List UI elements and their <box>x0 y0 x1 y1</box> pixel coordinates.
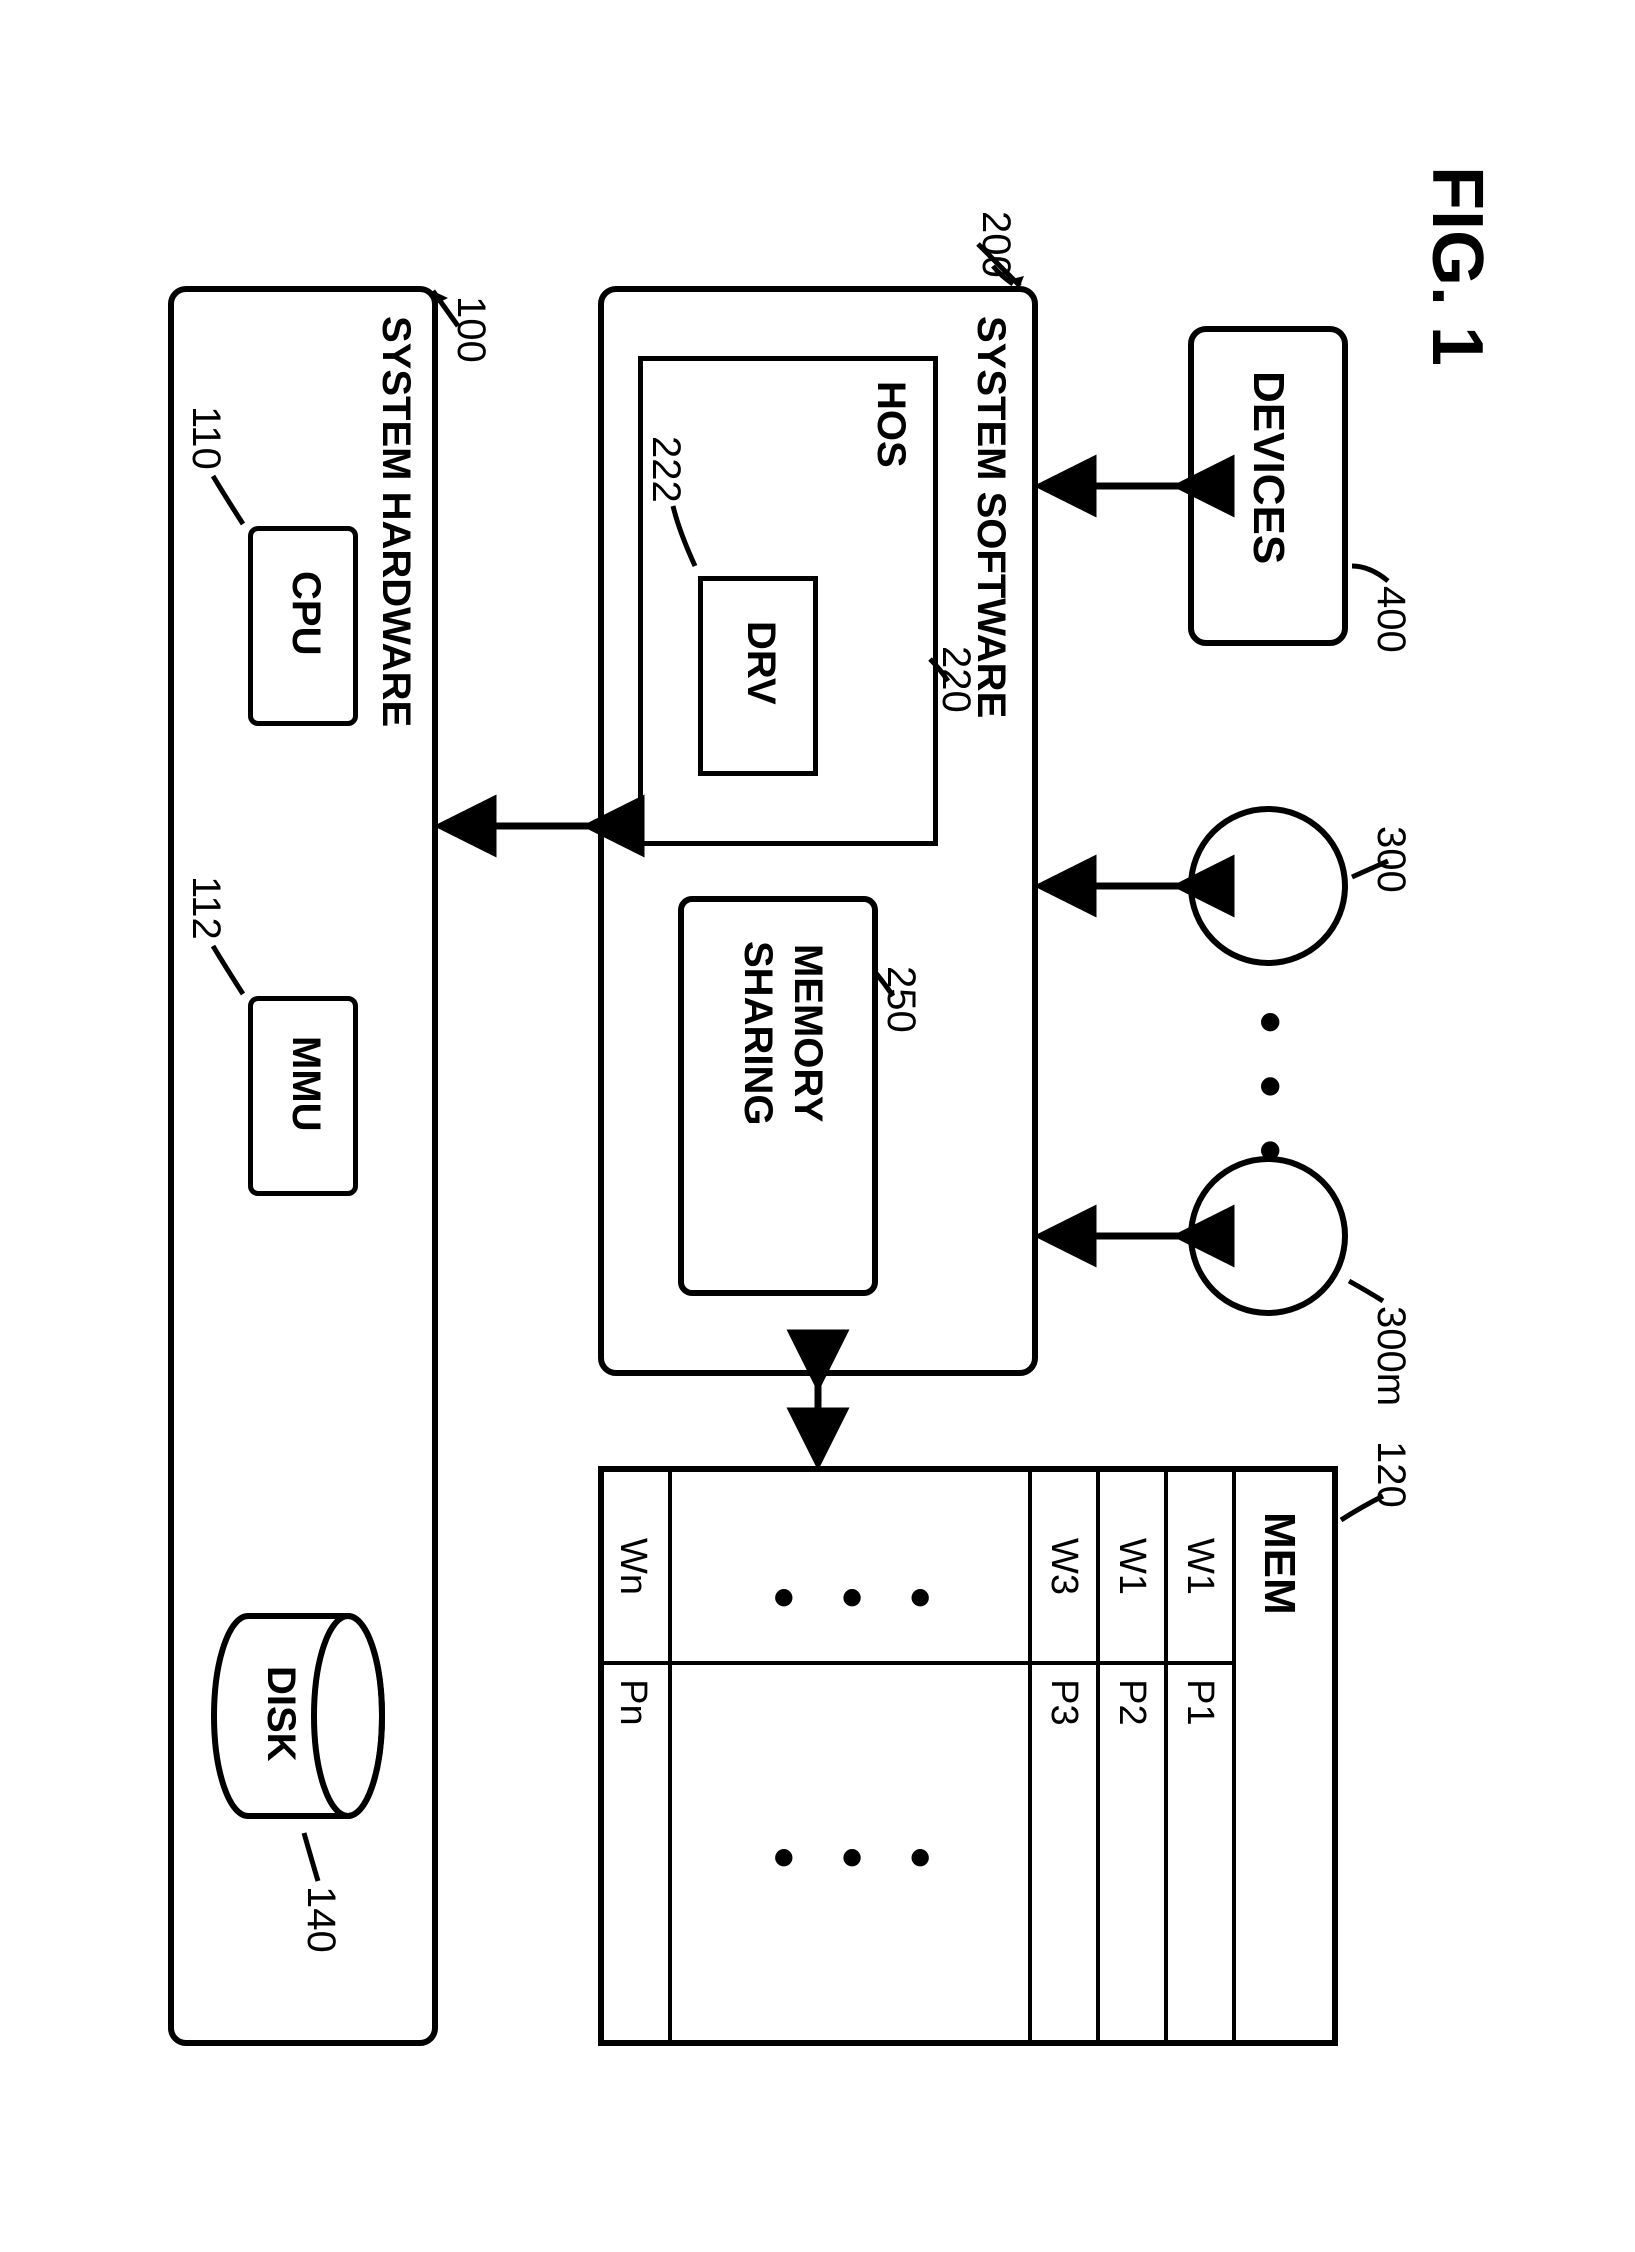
cpu-label: CPU <box>283 571 328 655</box>
system-hardware-label: SYSTEM HARDWARE <box>373 316 418 727</box>
mem-row-blank <box>672 1472 1032 2040</box>
context-ellipsis: • • • <box>1234 1011 1308 1174</box>
mem-label: MEM <box>1254 1512 1304 1615</box>
mem-dots-right: • • • <box>758 1821 931 1895</box>
mem-p-cell: P2 <box>1100 1665 1164 2040</box>
memory-sharing-ref: 250 <box>878 966 923 1033</box>
mem-w-cell: W1 <box>1168 1472 1232 1665</box>
mem-ref: 120 <box>1368 1441 1413 1508</box>
mmu-ref: 112 <box>183 876 228 940</box>
mem-row: W1 P1 <box>1168 1472 1236 2040</box>
mmu-label: MMU <box>283 1036 328 1132</box>
hos-ref: 220 <box>933 646 978 713</box>
mem-box: MEM W1 P1 W1 P2 W3 P3 Wn Pn • • • • • • <box>598 1466 1338 2046</box>
context-circle-m <box>1188 1156 1348 1316</box>
context-circle-1 <box>1188 806 1348 966</box>
disk-ref: 140 <box>298 1886 343 1953</box>
mem-p-cell: P1 <box>1168 1665 1232 2040</box>
hos-label: HOS <box>868 381 913 468</box>
contextm-ref: 300m <box>1368 1306 1413 1406</box>
mem-row: W3 P3 <box>1032 1472 1100 2040</box>
mem-row: Wn Pn <box>598 1472 672 2040</box>
memory-sharing-label: MEMORY SHARING <box>733 941 833 1125</box>
devices-ref: 400 <box>1368 586 1413 653</box>
context1-ref: 300 <box>1368 826 1413 893</box>
mem-w-cell: W3 <box>1032 1472 1096 1665</box>
devices-label: DEVICES <box>1243 371 1293 564</box>
mem-w-cell: W1 <box>1100 1472 1164 1665</box>
system-hardware-ref: 100 <box>448 296 493 363</box>
mem-dots-left: • • • <box>758 1561 931 1635</box>
mem-p-cell: Pn <box>598 1665 668 2040</box>
mem-row: W1 P2 <box>1100 1472 1168 2040</box>
disk-label: DISK <box>258 1666 303 1762</box>
system-software-ref: 200 <box>973 211 1018 278</box>
cpu-ref: 110 <box>183 406 228 470</box>
drv-ref: 222 <box>643 436 688 503</box>
mem-p-cell: P3 <box>1032 1665 1096 2040</box>
figure-title: FIG. 1 <box>1416 166 1498 366</box>
mem-w-cell: Wn <box>598 1472 668 1665</box>
drv-label: DRV <box>738 621 783 705</box>
